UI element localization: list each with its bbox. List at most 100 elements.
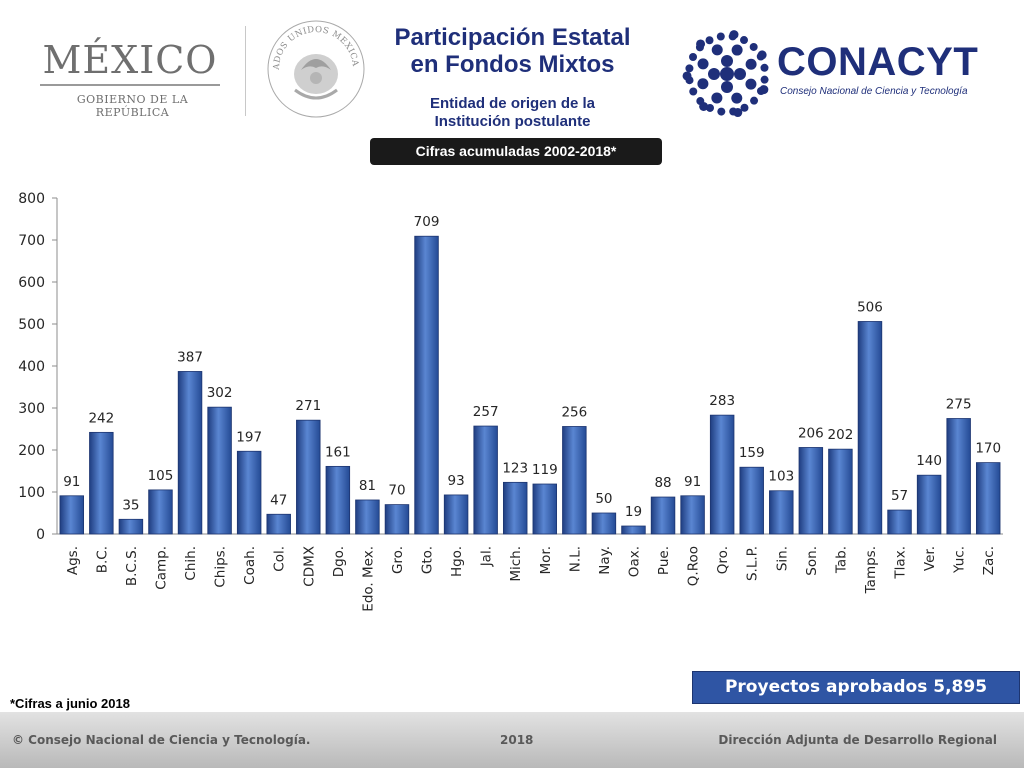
category-label: Pue.: [656, 546, 672, 575]
category-label: B.C.S.: [124, 546, 140, 586]
category-label: Col.: [272, 546, 288, 572]
logo-rule: [40, 84, 220, 86]
bar-value-label: 161: [325, 444, 351, 460]
logo-dot: [740, 36, 749, 45]
logo-dot: [733, 108, 743, 118]
y-tick-label: 100: [18, 485, 45, 501]
category-label: Jal.: [479, 546, 495, 567]
y-tick-label: 700: [18, 233, 45, 249]
bar-value-label: 506: [857, 299, 883, 315]
category-label: B.C.: [94, 546, 110, 573]
bar-value-label: 91: [63, 474, 80, 490]
bar: [118, 518, 144, 535]
bar-value-label: 91: [684, 474, 701, 490]
mexico-logo: MÉXICO GOBIERNO DE LA REPÚBLICA: [40, 38, 225, 119]
bar-value-label: 50: [595, 491, 612, 507]
bar-value-label: 206: [798, 425, 824, 441]
logo-dot: [750, 96, 759, 105]
bar-value-label: 81: [359, 478, 376, 494]
bar: [89, 431, 114, 535]
bar: [739, 466, 764, 535]
y-tick-label: 600: [18, 275, 45, 291]
bar: [709, 414, 735, 535]
footer-department: Dirección Adjunta de Desarrollo Regional: [718, 733, 997, 747]
mexico-wordmark: MÉXICO: [42, 38, 218, 82]
bar-value-label: 159: [739, 445, 765, 461]
bar-value-label: 256: [561, 404, 587, 420]
logo-dot: [717, 107, 726, 116]
bar-value-label: 88: [654, 475, 671, 491]
logo-dot: [711, 92, 723, 104]
logo-dot: [685, 64, 694, 73]
logo-dot: [721, 55, 733, 67]
logo-dot: [745, 78, 757, 90]
y-tick-label: 300: [18, 401, 45, 417]
bar: [857, 321, 883, 535]
category-label: Camp.: [153, 546, 169, 590]
category-label: Nay.: [597, 546, 613, 575]
title-line-2: en Fondos Mixtos: [410, 51, 615, 78]
logo-dot: [699, 101, 709, 111]
bar: [502, 481, 528, 535]
logo-dot: [696, 39, 706, 49]
y-tick-label: 400: [18, 359, 45, 375]
category-label: Chips.: [213, 546, 229, 588]
category-label: Tamps.: [863, 546, 879, 594]
bar-value-label: 70: [388, 483, 405, 499]
category-label: Ver.: [922, 546, 938, 571]
bar: [443, 494, 469, 535]
footnote: *Cifras a junio 2018: [10, 696, 130, 711]
logo-dot: [759, 85, 769, 95]
category-label: Sin.: [774, 546, 790, 571]
bar-value-label: 119: [532, 462, 558, 478]
logo-dot: [731, 92, 743, 104]
logo-dot: [705, 36, 714, 45]
bar: [887, 509, 912, 535]
bar-value-label: 57: [891, 488, 908, 504]
logo-dot: [697, 78, 709, 90]
logo-dot: [708, 68, 720, 80]
logo-dot: [749, 42, 758, 51]
logo-dot: [716, 32, 725, 41]
conacyt-tagline: Consejo Nacional de Ciencia y Tecnología: [780, 86, 968, 97]
bar-value-label: 197: [236, 429, 262, 445]
bar: [591, 512, 617, 535]
category-label: Mor.: [538, 546, 554, 575]
header-divider: [245, 26, 246, 116]
category-label: Gro.: [390, 546, 406, 574]
category-label: Coah.: [242, 546, 258, 585]
category-label: Hgo.: [449, 546, 465, 577]
bar-value-label: 103: [768, 469, 794, 485]
total-projects-box: Proyectos aprobados 5,895: [692, 671, 1020, 704]
bar-value-label: 275: [946, 397, 972, 413]
value-label-group: 91 242 35 105 387 302 197 47 271 161 81 70 709 93 257 1…: [63, 214, 1001, 520]
category-label: Edo. Mex.: [360, 546, 376, 612]
category-label: Dgo.: [331, 546, 347, 577]
logo-dot: [720, 67, 734, 81]
bar: [650, 496, 676, 535]
bar: [562, 426, 587, 535]
footer-year: 2018: [500, 733, 534, 747]
bar: [473, 425, 498, 535]
bar-chart: 0 100 200 300 400 500 600 700 800 91 242 35 105 387 3…: [18, 191, 1003, 612]
bar: [621, 525, 646, 535]
category-label: Tab.: [833, 546, 849, 574]
conacyt-wordmark: CONACYT: [777, 40, 979, 84]
logo-dot: [760, 75, 769, 84]
logo-dot: [745, 58, 757, 70]
footer-bar: © Consejo Nacional de Ciencia y Tecnolog…: [0, 712, 1024, 768]
bar-group: [59, 235, 1001, 535]
page-title: Participación Estatal en Fondos Mixtos: [360, 24, 665, 78]
bar: [414, 235, 439, 535]
category-label: Tlax.: [893, 546, 909, 580]
category-label: Son.: [804, 546, 820, 576]
bar-value-label: 242: [88, 410, 114, 426]
bar-value-label: 140: [916, 453, 942, 469]
logo-dot: [689, 87, 698, 96]
logo-dot: [740, 103, 749, 112]
logo-dot: [721, 81, 733, 93]
y-tick-label: 0: [36, 527, 45, 543]
y-tick-label: 200: [18, 443, 45, 459]
bar: [532, 483, 558, 535]
logo-dot: [711, 44, 723, 56]
